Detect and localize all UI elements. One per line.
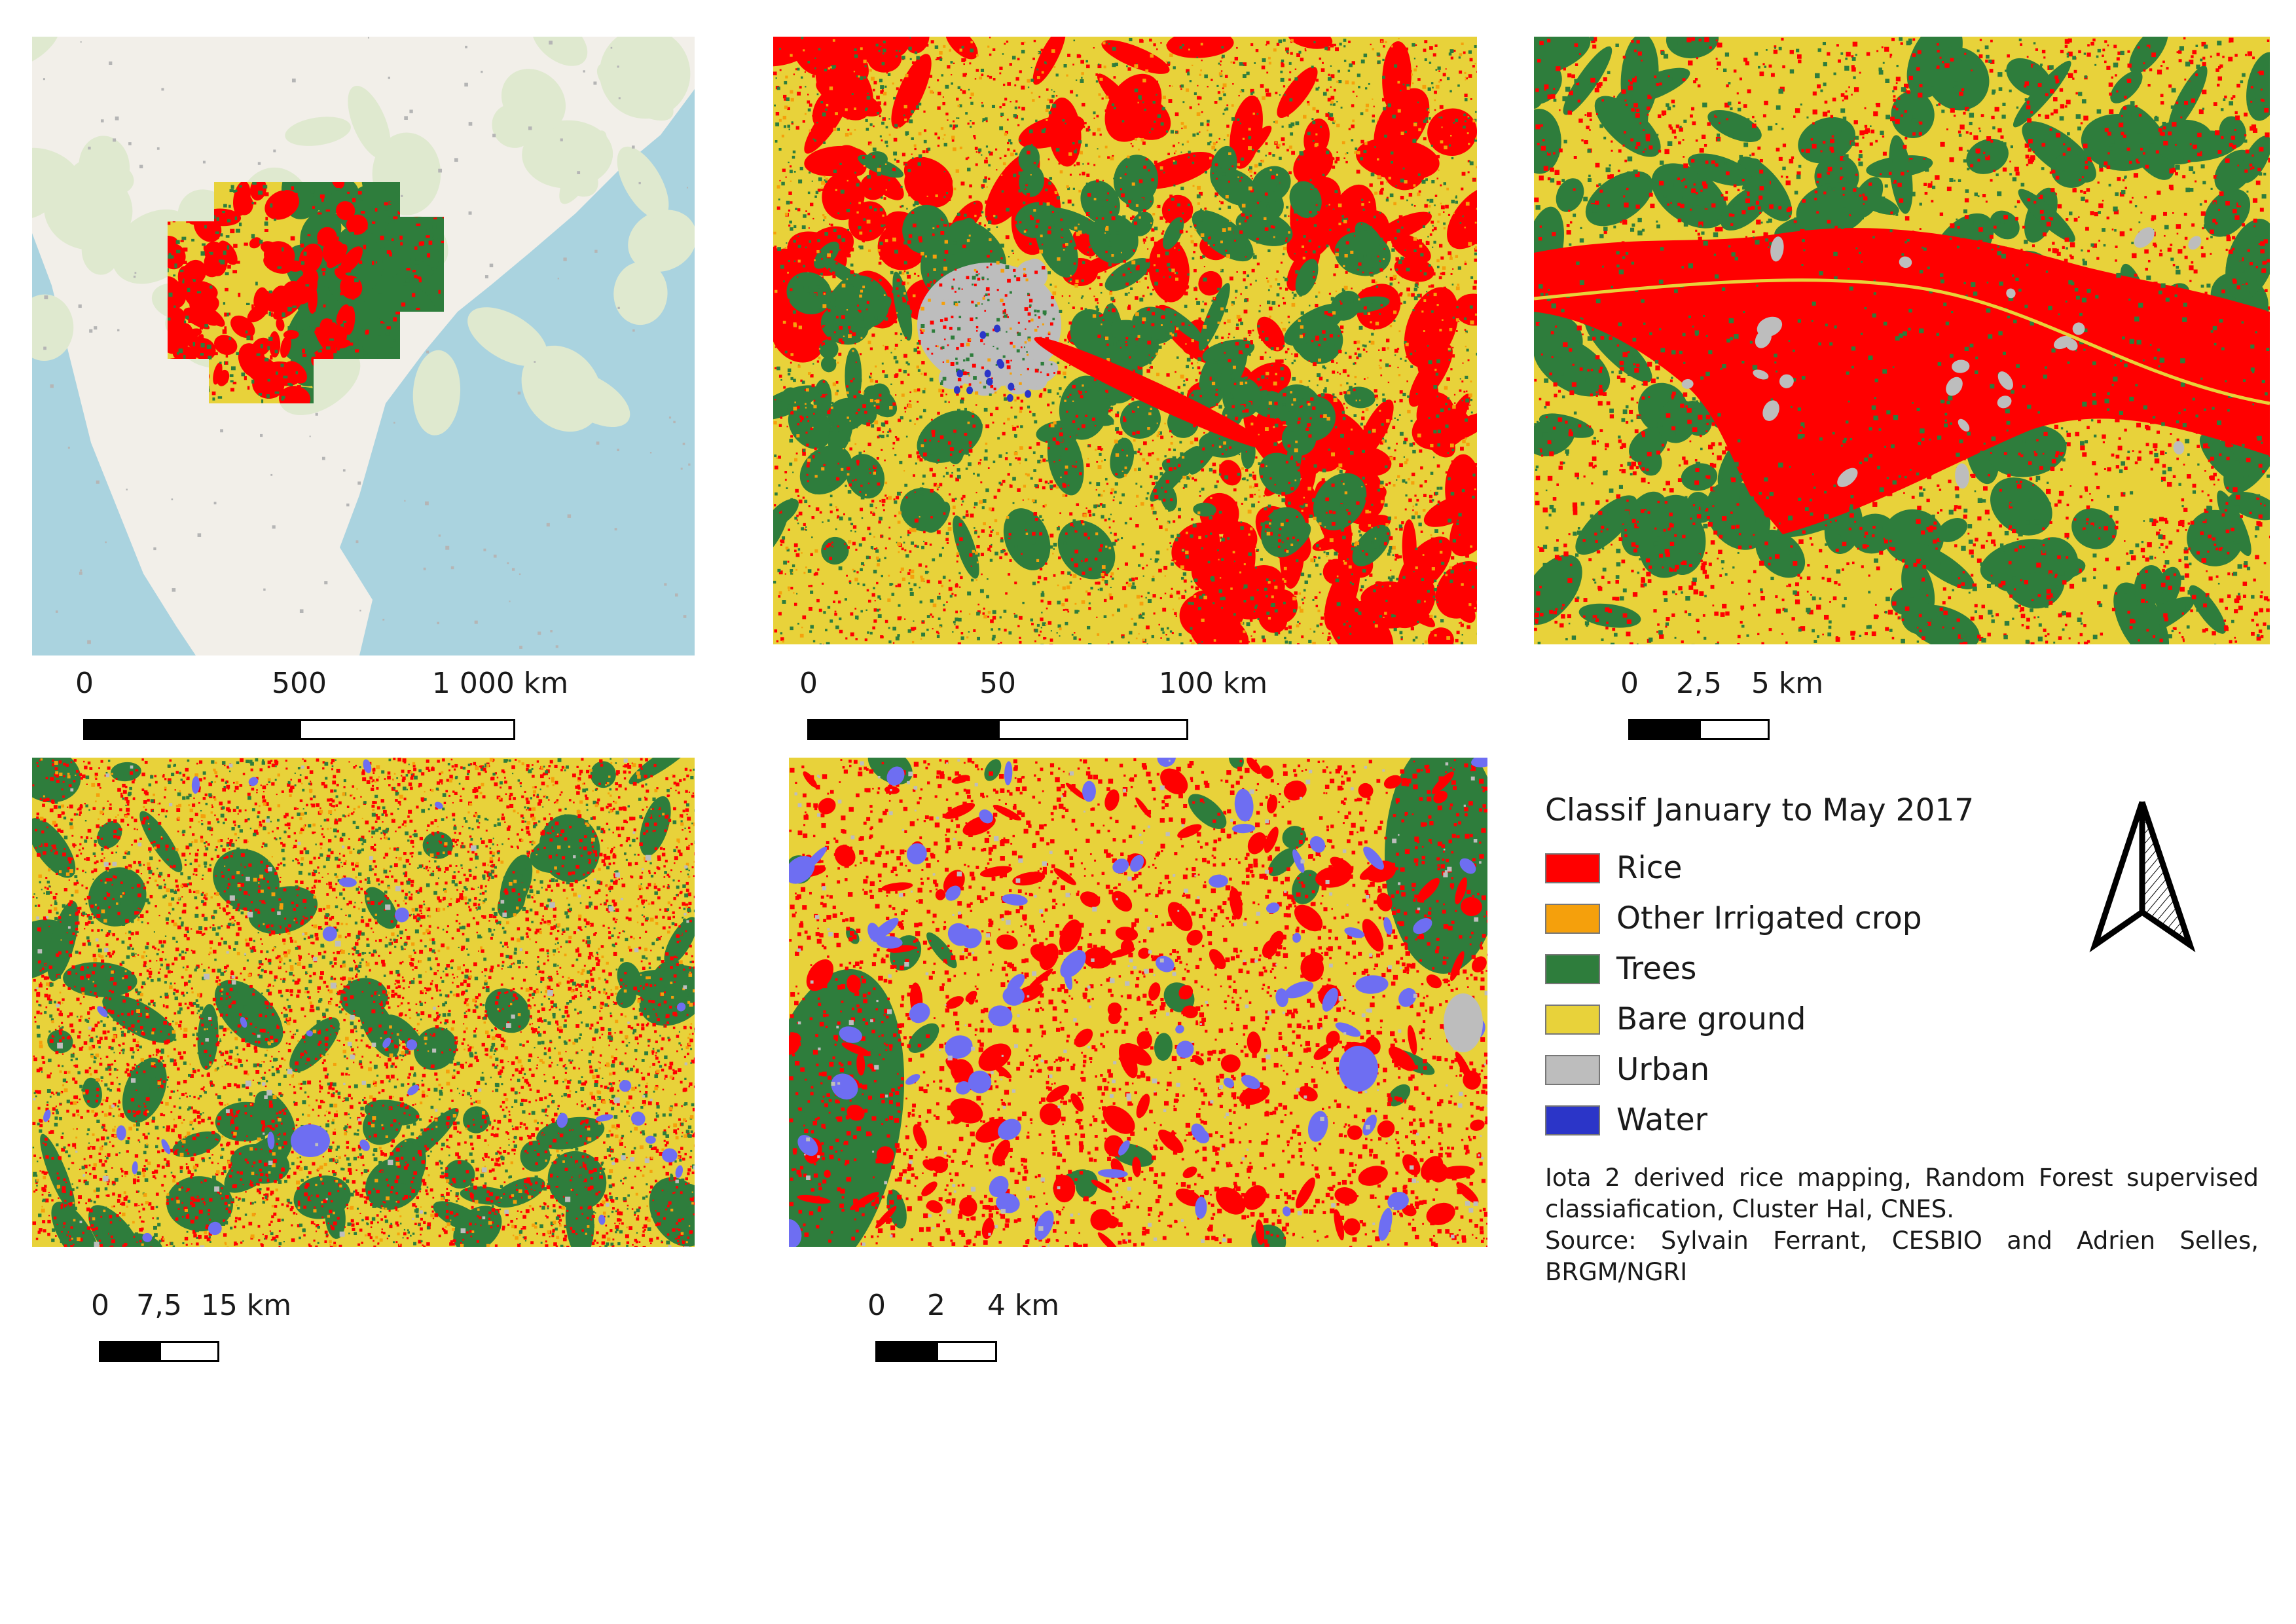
legend-item-urban: Urban <box>1545 1044 2259 1095</box>
scale-label-end: 15 km <box>201 1289 291 1322</box>
legend-swatch <box>1545 853 1600 883</box>
credit-line-2: Source: Sylvain Ferrant, CESBIO and Adri… <box>1545 1225 2259 1288</box>
scale-label-0: 0 <box>867 1289 886 1322</box>
scale-bar-regional: 0 50 100 km <box>799 667 1267 745</box>
legend-swatch <box>1545 903 1600 934</box>
legend-swatch <box>1545 1105 1600 1135</box>
local-map-graphic <box>789 758 1487 1247</box>
scale-label-mid: 2 <box>927 1289 945 1322</box>
scale-label-0: 0 <box>91 1289 109 1322</box>
legend-item-other-irrigated-crop: Other Irrigated crop <box>1545 893 2259 944</box>
legend-label: Bare ground <box>1616 1001 1806 1037</box>
legend-items: Rice Other Irrigated crop Trees Bare ground… <box>1545 843 2259 1145</box>
legend-label: Urban <box>1616 1052 1709 1088</box>
river-map-graphic <box>1534 37 2270 644</box>
north-arrow-icon <box>2082 796 2203 953</box>
legend-item-bare-ground: Bare ground <box>1545 994 2259 1044</box>
scale-label-end: 4 km <box>987 1289 1059 1322</box>
legend-swatch <box>1545 1054 1600 1085</box>
legend-title: Classif January to May 2017 <box>1545 792 2259 828</box>
scale-bar <box>875 1341 997 1362</box>
legend-swatch <box>1545 953 1600 984</box>
scale-bar <box>1628 719 1770 740</box>
scale-label-mid: 2,5 <box>1676 667 1722 700</box>
scale-bar-district: 0 7,5 15 km <box>91 1289 291 1367</box>
scale-bar-river: 0 2,5 5 km <box>1620 667 1823 745</box>
regional-map-graphic <box>773 37 1477 644</box>
scale-label-mid: 500 <box>272 667 327 700</box>
legend-item-rice: Rice <box>1545 843 2259 893</box>
scale-bar <box>807 719 1188 740</box>
scale-label-end: 1 000 km <box>432 667 568 700</box>
scale-label-mid: 7,5 <box>136 1289 182 1322</box>
legend-swatch <box>1545 1004 1600 1035</box>
scale-bar-overview: 0 500 1 000 km <box>75 667 568 745</box>
legend-label: Rice <box>1616 850 1682 886</box>
map-local <box>789 758 1487 1247</box>
overview-map-graphic <box>32 37 695 655</box>
legend-item-trees: Trees <box>1545 944 2259 994</box>
map-district <box>32 758 695 1247</box>
legend: Classif January to May 2017 Rice Other Ir… <box>1545 792 2259 1145</box>
map-river <box>1534 37 2270 644</box>
scale-bar <box>83 719 515 740</box>
legend-label: Trees <box>1616 951 1696 987</box>
district-map-graphic <box>32 758 695 1247</box>
legend-label: Water <box>1616 1102 1707 1138</box>
map-regional <box>773 37 1477 644</box>
scale-label-0: 0 <box>1620 667 1639 700</box>
legend-item-water: Water <box>1545 1095 2259 1145</box>
credit-line-1: Iota 2 derived rice mapping, Random Fore… <box>1545 1162 2259 1225</box>
scale-label-0: 0 <box>799 667 818 700</box>
scale-label-end: 5 km <box>1751 667 1823 700</box>
legend-label: Other Irrigated crop <box>1616 900 1922 936</box>
scale-bar-local: 0 2 4 km <box>867 1289 1059 1367</box>
scale-bar <box>99 1341 219 1362</box>
scale-label-mid: 50 <box>979 667 1016 700</box>
scale-label-0: 0 <box>75 667 94 700</box>
scale-label-end: 100 km <box>1159 667 1267 700</box>
credits-text: Iota 2 derived rice mapping, Random Fore… <box>1545 1162 2259 1288</box>
map-overview <box>32 37 695 655</box>
